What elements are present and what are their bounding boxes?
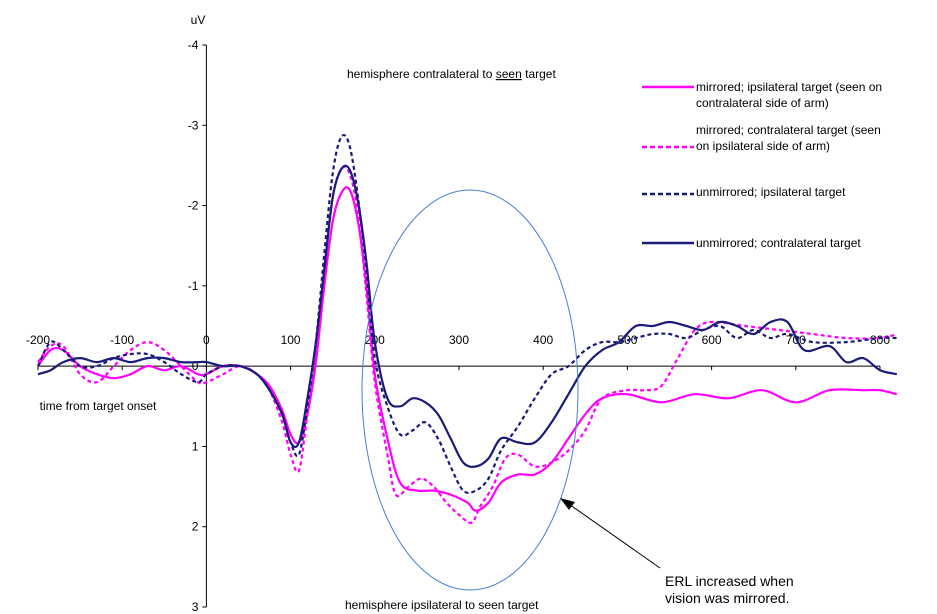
top-label: hemisphere contralateral to seen target — [347, 67, 556, 81]
annotation-arrow-line — [565, 501, 661, 569]
x-tick-label: 600 — [702, 333, 722, 347]
y-tick-label: -3 — [188, 118, 199, 132]
legend-label-2b: on ipsilateral side of arm) — [696, 139, 830, 153]
y-tick-label: 1 — [192, 439, 199, 453]
x-tick-label: 300 — [449, 333, 469, 347]
y-axis-label: uV — [191, 13, 206, 27]
y-tick-label: 3 — [192, 600, 199, 614]
annotation-line-2: vision was mirrored. — [665, 590, 789, 606]
x-axis-label: time from target onset — [40, 399, 157, 413]
top-label-start: hemisphere contralateral to — [347, 67, 496, 81]
x-tick-label: 500 — [617, 333, 637, 347]
top-label-underlined: seen — [496, 67, 522, 81]
series-line-1 — [37, 186, 898, 512]
highlight-circle — [361, 189, 579, 591]
y-tick-label: -1 — [188, 279, 199, 293]
y-tick-label: -4 — [188, 38, 199, 52]
series-line-3 — [37, 134, 897, 494]
series-line-2 — [37, 165, 898, 524]
x-tick-label: 100 — [281, 333, 301, 347]
x-tick-label: 0 — [203, 333, 210, 347]
legend-label-3: unmirrored; ipsilateral target — [696, 185, 846, 199]
x-tick-label: 400 — [533, 333, 553, 347]
annotation-line-1: ERL increased when — [665, 573, 794, 589]
legend-label-2a: mirrored; contralateral target (seen — [696, 123, 881, 137]
annotation-arrow-head — [560, 498, 575, 510]
x-tick-label: 800 — [870, 333, 890, 347]
y-tick-label: 2 — [192, 520, 199, 534]
bottom-label: hemisphere ipsilateral to seen target — [345, 598, 539, 612]
y-tick-label: -2 — [188, 199, 199, 213]
legend-label-1b: contralateral side of arm) — [696, 96, 829, 110]
legend: mirrored; ipsilateral target (seen on co… — [642, 80, 882, 250]
series-line-4 — [37, 164, 898, 468]
top-label-end: target — [522, 67, 557, 81]
x-tick-label: -200 — [26, 333, 50, 347]
x-tick-label: -100 — [110, 333, 134, 347]
y-tick-label: 0 — [192, 359, 199, 373]
legend-label-4: unmirrored; contralateral target — [696, 236, 861, 250]
legend-label-1a: mirrored; ipsilateral target (seen on — [696, 80, 882, 94]
series-layer — [37, 134, 898, 524]
